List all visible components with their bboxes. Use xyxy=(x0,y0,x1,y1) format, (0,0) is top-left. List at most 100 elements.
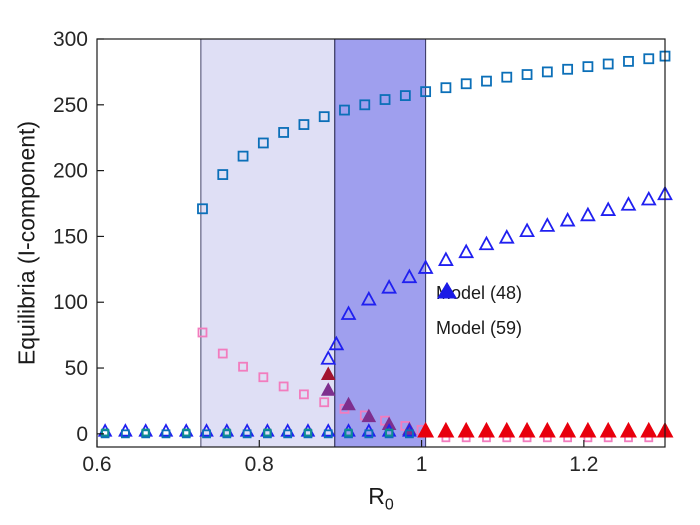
data-point xyxy=(643,53,655,65)
data-point xyxy=(538,421,556,438)
y-tick-label: 100 xyxy=(53,291,88,314)
data-point xyxy=(161,429,171,439)
data-point xyxy=(620,421,637,438)
data-point xyxy=(359,99,371,111)
data-point xyxy=(518,421,536,438)
data-point xyxy=(217,169,229,180)
data-point xyxy=(620,196,637,211)
x-tick-label: 1.2 xyxy=(569,453,598,476)
data-point xyxy=(217,348,228,359)
data-point xyxy=(417,421,435,438)
data-point xyxy=(340,305,357,320)
bistable-region-light xyxy=(200,38,336,448)
axes-box xyxy=(96,38,666,448)
data-point xyxy=(599,421,617,438)
data-point xyxy=(379,94,391,105)
bistable-region-dark xyxy=(334,38,427,448)
data-point xyxy=(258,372,269,383)
y-tick-label: 150 xyxy=(53,225,88,248)
data-point xyxy=(440,82,452,94)
data-point xyxy=(539,217,556,232)
data-point xyxy=(521,69,533,80)
y-axis-label: Equilibria (I-component) xyxy=(13,120,40,366)
data-point xyxy=(257,137,269,149)
data-point xyxy=(519,222,535,238)
data-point xyxy=(278,127,290,138)
data-point xyxy=(404,429,414,439)
y-tick-label: 0 xyxy=(76,423,88,446)
data-point xyxy=(237,150,249,162)
data-point xyxy=(559,211,576,227)
legend-marker-triangle-icon xyxy=(437,282,457,299)
data-point xyxy=(498,421,516,438)
x-axis-label: R0 xyxy=(368,483,394,515)
data-point xyxy=(481,75,492,87)
legend-item: Model (59) xyxy=(436,282,523,340)
data-point xyxy=(222,428,231,437)
data-point xyxy=(341,396,356,411)
data-point xyxy=(417,259,434,274)
data-point xyxy=(401,268,418,284)
data-point xyxy=(320,366,336,381)
data-point xyxy=(299,389,309,400)
data-point xyxy=(361,408,377,423)
y-tick-label: 50 xyxy=(65,357,88,380)
data-point xyxy=(478,235,495,251)
data-point xyxy=(320,350,337,365)
data-point xyxy=(458,243,475,259)
data-point xyxy=(278,381,289,392)
data-point xyxy=(381,279,398,294)
data-point xyxy=(562,63,574,75)
x-axis-label-sub: 0 xyxy=(384,496,394,514)
data-point xyxy=(460,78,472,90)
data-point xyxy=(121,429,130,439)
data-point xyxy=(582,61,594,73)
x-axis-label-base: R xyxy=(368,483,385,509)
data-point xyxy=(640,421,658,438)
data-point xyxy=(385,428,394,437)
data-point xyxy=(478,421,495,438)
data-point xyxy=(242,429,252,439)
data-point xyxy=(344,428,353,437)
legend-label: Model (48) xyxy=(436,282,523,303)
data-point xyxy=(323,429,333,439)
data-point xyxy=(360,290,377,306)
data-point xyxy=(438,251,454,266)
legend-label: Model (59) xyxy=(436,317,523,338)
data-point xyxy=(318,111,330,123)
data-point xyxy=(283,429,293,439)
data-point xyxy=(182,428,191,437)
data-point xyxy=(197,203,208,215)
data-point xyxy=(298,119,310,130)
data-point xyxy=(600,201,617,216)
data-point xyxy=(501,71,513,83)
data-point xyxy=(197,327,208,338)
data-point xyxy=(437,421,455,438)
data-point xyxy=(319,397,330,408)
data-point xyxy=(559,421,577,438)
data-point xyxy=(399,90,411,101)
data-point xyxy=(579,421,597,438)
y-tick-label: 300 xyxy=(53,28,88,51)
data-point xyxy=(364,429,374,439)
data-point xyxy=(602,58,614,70)
data-point xyxy=(304,428,312,437)
data-point xyxy=(457,421,475,438)
x-tick-label: 1 xyxy=(416,453,428,476)
data-point xyxy=(339,104,350,116)
data-point xyxy=(238,361,248,372)
y-tick-label: 250 xyxy=(53,94,88,117)
data-point xyxy=(263,428,272,437)
data-point xyxy=(101,428,110,437)
data-point xyxy=(640,190,657,206)
data-point xyxy=(202,429,211,439)
data-point xyxy=(541,66,553,78)
x-tick-label: 0.8 xyxy=(245,453,274,476)
legend: Model (48) Model (59) xyxy=(436,281,522,340)
data-point xyxy=(498,229,515,244)
y-tick-label: 200 xyxy=(53,160,88,183)
data-point xyxy=(580,206,596,222)
data-point xyxy=(320,382,336,396)
